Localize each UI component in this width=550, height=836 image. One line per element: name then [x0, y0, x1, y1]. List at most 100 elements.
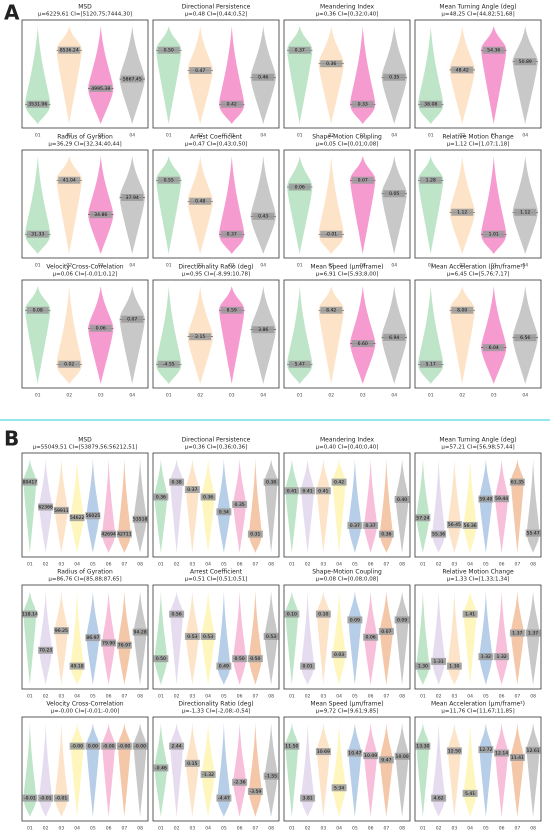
category-label: 02: [459, 393, 465, 399]
value-label-box: [38, 646, 54, 654]
value-label: 0.36: [381, 532, 391, 538]
category-label: 02: [436, 694, 442, 700]
category-label: 01: [420, 826, 426, 832]
plot-frame: [414, 149, 542, 259]
violin-body: [481, 26, 507, 124]
value-label-box: [116, 530, 132, 538]
violin-body: [350, 156, 376, 254]
value-label: 3.81: [303, 796, 313, 802]
violin-body: [512, 26, 538, 124]
violin-body: [449, 286, 475, 384]
value-label: 0.08: [33, 308, 43, 314]
value-label-box: [514, 58, 537, 66]
value-label: 0.56: [172, 612, 182, 618]
value-label-box: [101, 639, 117, 647]
value-label: 59.44: [495, 496, 508, 502]
category-label: 06: [237, 694, 243, 700]
value-label: 0.41: [287, 488, 297, 494]
value-label-box: [419, 100, 442, 108]
value-label-box: [525, 629, 541, 637]
value-label-box: [216, 508, 232, 516]
value-label-box: [446, 521, 462, 529]
chart-title: Directional Persistence: [182, 437, 251, 444]
violin-body: [418, 26, 444, 124]
value-label-box: [26, 306, 49, 314]
value-label-box: [363, 752, 379, 760]
category-label: 02: [305, 826, 311, 832]
value-label: 61.35: [511, 480, 524, 486]
category-label: 01: [35, 263, 41, 269]
violin-body: [481, 286, 507, 384]
violin-body: [317, 723, 330, 817]
chart-subtitle: μ=55049,51 CI=[53879,56;56212,51]: [33, 445, 138, 451]
violin-body: [56, 156, 82, 254]
chart-subtitle: μ=0,48 CI=[0,44;0,52]: [185, 12, 248, 18]
chart-subtitle: μ=-0,00 CI=[-0,01;-0,00]: [51, 709, 120, 715]
value-label: 0.41: [303, 488, 313, 494]
plot-frame: [283, 19, 411, 129]
category-label: 06: [237, 826, 243, 832]
value-label-box: [58, 46, 81, 54]
value-label-box: [247, 530, 263, 538]
value-label: 0.42: [227, 102, 237, 108]
value-label-box: [232, 778, 248, 786]
category-label: 04: [391, 133, 397, 139]
value-label: 56.45: [448, 522, 461, 528]
violin-body: [348, 591, 362, 685]
value-label-box: [363, 633, 379, 641]
chart-title: Mean Turning Angle (deg): [439, 437, 516, 444]
value-label: 8536.24: [60, 48, 79, 54]
category-label: 03: [190, 562, 196, 568]
value-label-box: [320, 306, 343, 314]
value-label-box: [419, 176, 442, 184]
chart-title: Arrest Coefficient: [190, 134, 243, 141]
value-label-box: [263, 632, 279, 640]
category-label: 02: [174, 826, 180, 832]
violin-body: [526, 723, 540, 817]
value-label-box: [121, 75, 144, 83]
violin-body: [249, 723, 262, 817]
category-label: 03: [452, 694, 458, 700]
chart-subtitle: μ=0,40 CI=[0,40;0,40]: [316, 445, 379, 451]
category-label: 06: [106, 694, 112, 700]
category-label: 04: [467, 562, 473, 568]
value-label-box: [69, 514, 85, 522]
value-label: 96.25: [55, 628, 68, 634]
value-label-box: [38, 503, 54, 511]
value-label: 4995.38: [91, 86, 110, 92]
category-label: 03: [491, 133, 497, 139]
category-label: 02: [174, 562, 180, 568]
value-label: -3.59: [249, 789, 261, 795]
chart-title: Directional Persistence: [182, 4, 251, 11]
category-label: 04: [336, 694, 342, 700]
category-label: 02: [197, 393, 203, 399]
value-label-box: [446, 747, 462, 755]
value-label-box: [220, 100, 243, 108]
violin-body: [526, 459, 540, 553]
value-label: 0.06: [96, 326, 106, 332]
value-label: 0.00: [88, 744, 98, 750]
value-label-box: [38, 794, 54, 802]
value-label: 0.37: [295, 48, 305, 54]
violin-body: [70, 591, 84, 685]
value-label: 11.50: [285, 744, 298, 750]
category-label: 01: [297, 393, 303, 399]
violin-body: [348, 723, 362, 817]
value-label-box: [482, 230, 505, 238]
violin-body: [102, 723, 115, 817]
violin-body: [25, 156, 51, 254]
panel-label: A: [4, 1, 20, 25]
category-label: 01: [297, 263, 303, 269]
category-label: 02: [197, 133, 203, 139]
chart-subtitle: μ=36,29 CI=[32,34;40,44]: [48, 142, 121, 148]
value-label-box: [184, 486, 200, 494]
value-label-box: [232, 655, 248, 663]
value-label-box: [247, 787, 263, 795]
value-label: 3531.96: [28, 102, 47, 108]
value-label: 12.14: [495, 751, 508, 757]
violin-body: [170, 723, 183, 817]
category-label: 02: [305, 562, 311, 568]
value-label-box: [320, 60, 343, 68]
value-label: 59.40: [479, 497, 492, 503]
value-label: 59911: [54, 508, 69, 514]
